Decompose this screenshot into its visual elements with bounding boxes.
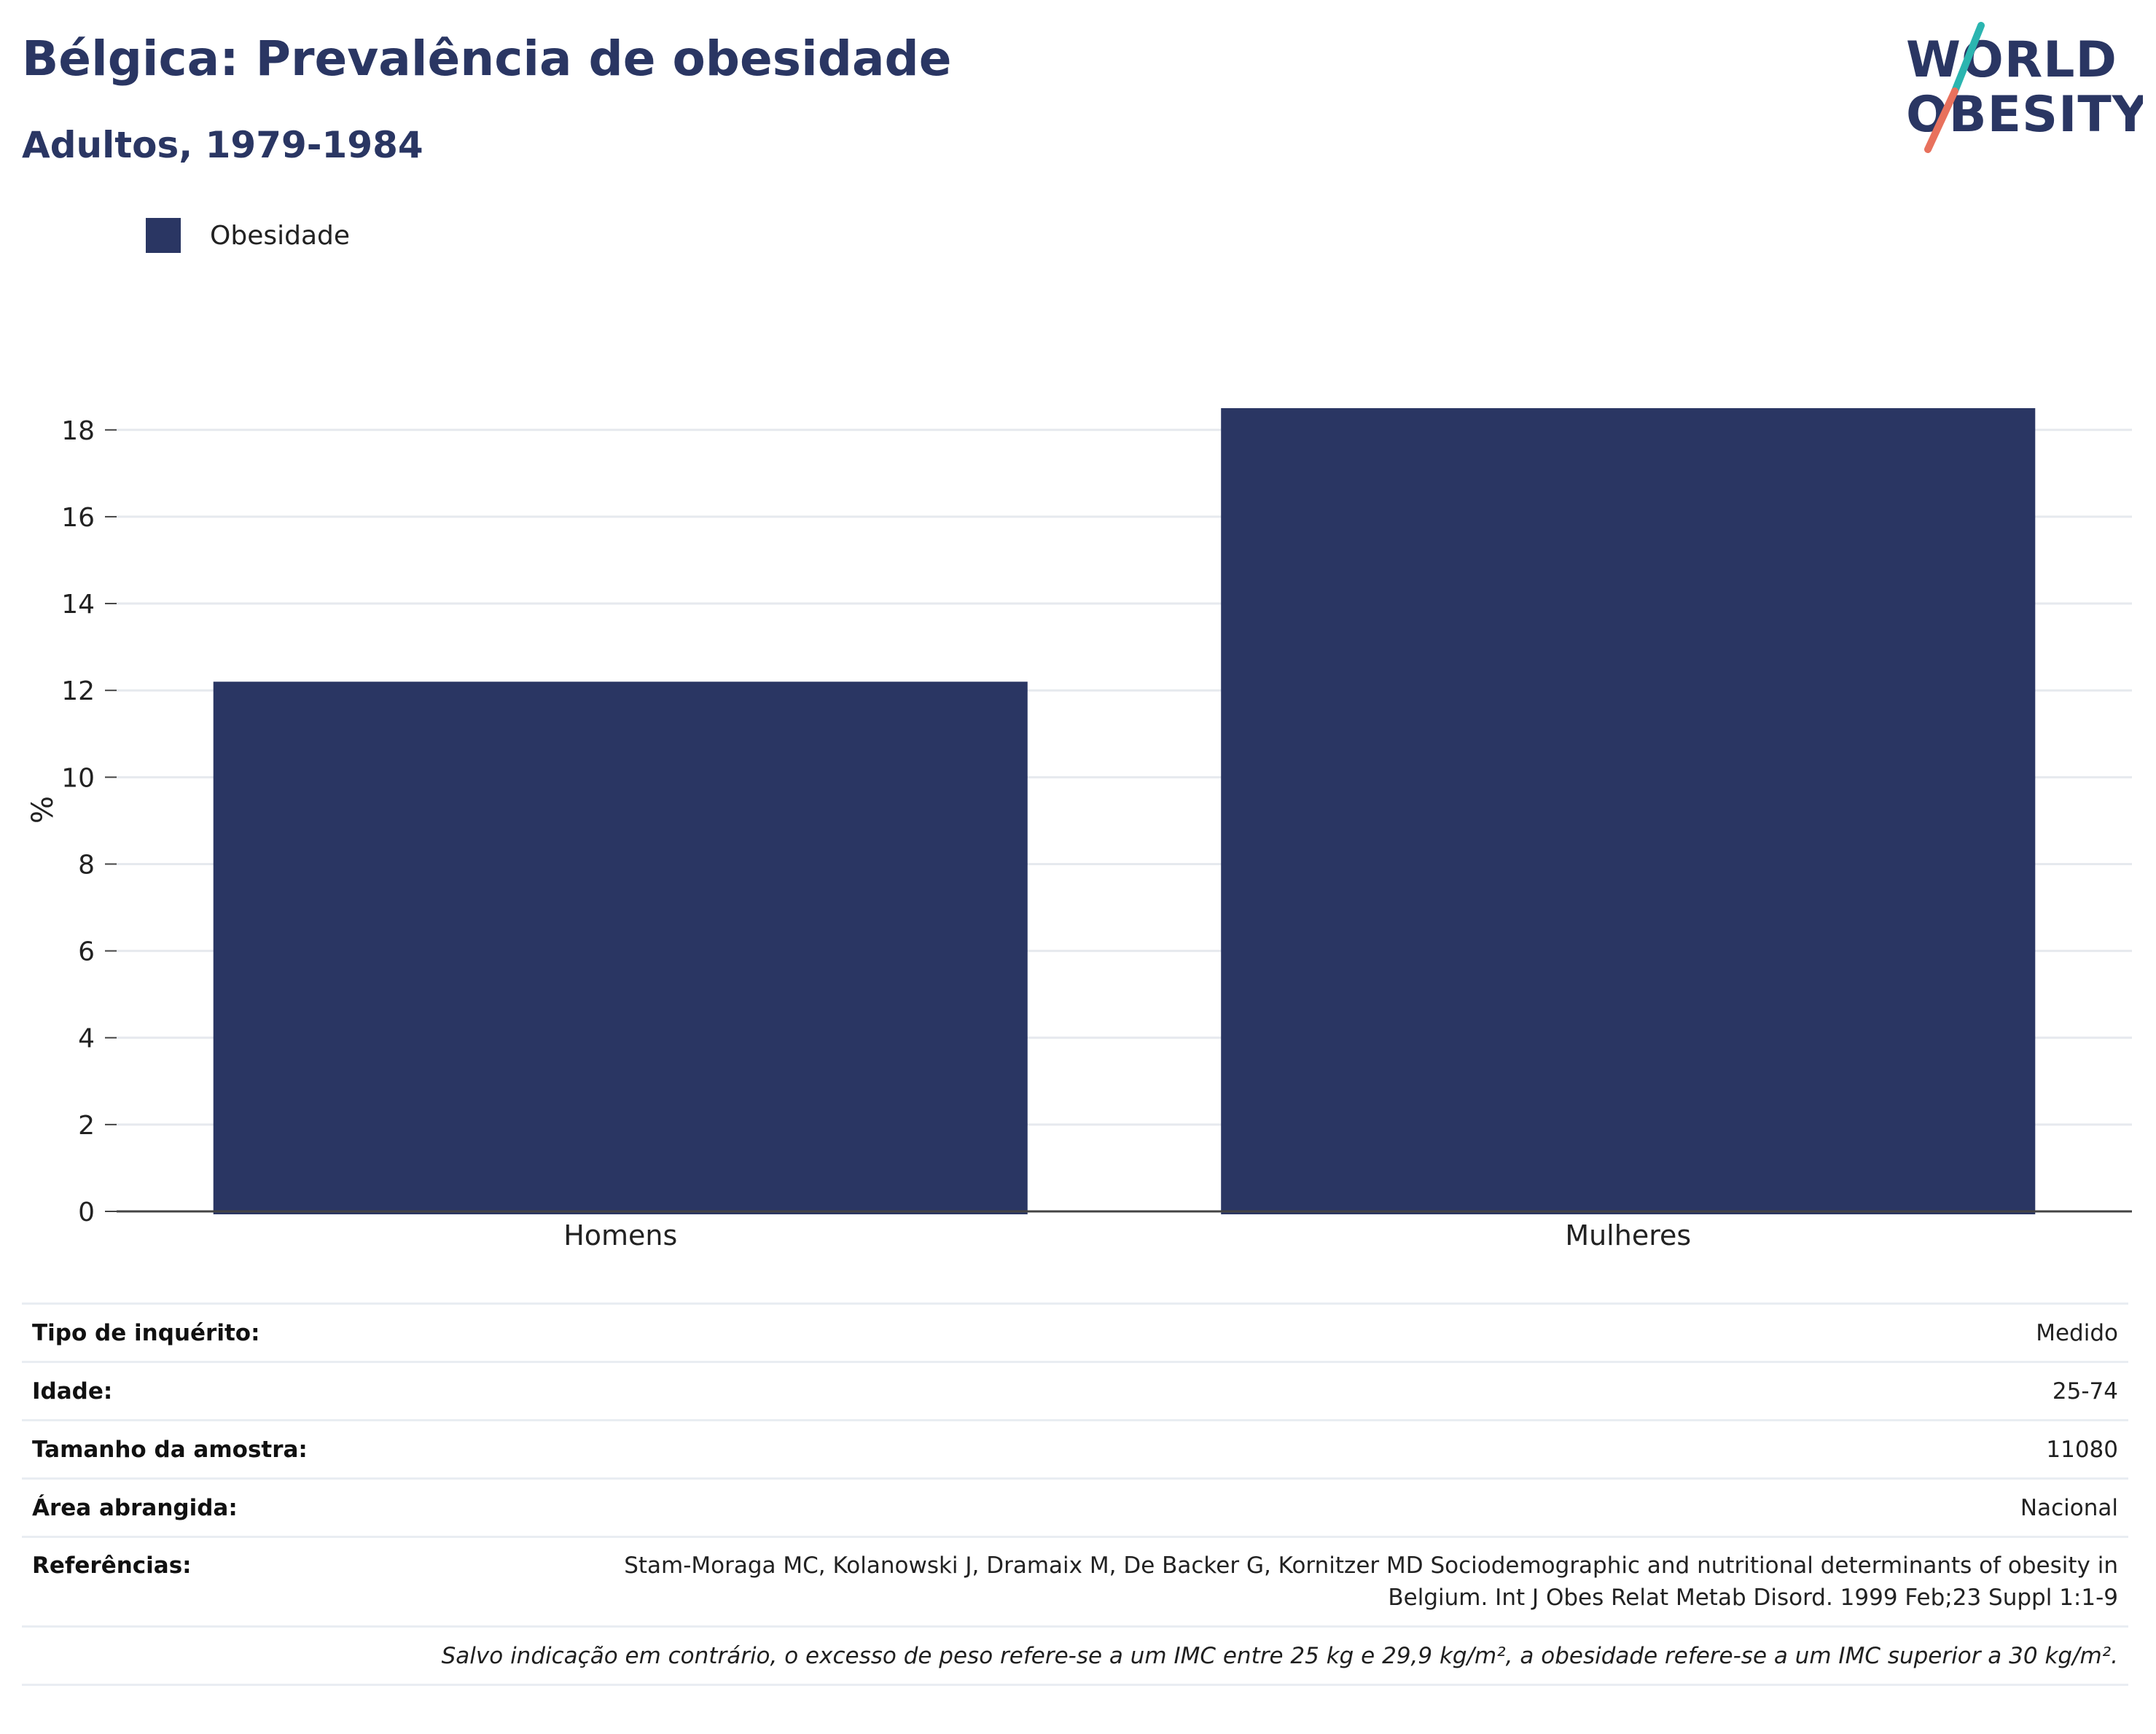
x-tick-label: Mulheres xyxy=(1565,1219,1691,1251)
references-row: Referências: Stam-Moraga MC, Kolanowski … xyxy=(22,1536,2128,1627)
world-obesity-logo: WORLD OBESITY xyxy=(1906,22,2143,153)
references-line-2: Belgium. Int J Obes Relat Metab Disord. … xyxy=(1388,1585,2118,1611)
row-value: Nacional xyxy=(552,1477,2128,1537)
row-key: Área abrangida: xyxy=(22,1477,552,1537)
row-value: 25-74 xyxy=(552,1361,2128,1421)
references-line-1: Stam-Moraga MC, Kolanowski J, Dramaix M,… xyxy=(624,1553,2118,1579)
survey-info-table: Tipo de inquérito: Medido Idade: 25-74 T… xyxy=(22,1303,2128,1686)
y-tick-label: 16 xyxy=(61,503,95,533)
table-row: Área abrangida: Nacional xyxy=(22,1477,2128,1537)
page-title: Bélgica: Prevalência de obesidade xyxy=(22,31,952,87)
row-key: Idade: xyxy=(22,1361,552,1421)
references-label: Referências: xyxy=(22,1536,552,1627)
y-tick-label: 2 xyxy=(78,1111,95,1141)
references-value: Stam-Moraga MC, Kolanowski J, Dramaix M,… xyxy=(552,1536,2128,1627)
page-subtitle: Adultos, 1979-1984 xyxy=(22,124,423,166)
bar-homens xyxy=(213,682,1028,1214)
note-row: Salvo indicação em contrário, o excesso … xyxy=(22,1625,2128,1686)
row-key: Tipo de inquérito: xyxy=(22,1303,552,1362)
logo-text-line1: WORLD xyxy=(1906,31,2117,89)
y-tick-label: 6 xyxy=(78,937,95,967)
x-tick-label: Homens xyxy=(563,1219,677,1251)
table-row: Tipo de inquérito: Medido xyxy=(22,1303,2128,1362)
legend-label: Obesidade xyxy=(210,220,351,251)
row-value: Medido xyxy=(552,1303,2128,1362)
y-tick-label: 14 xyxy=(61,590,95,620)
y-tick-label: 4 xyxy=(78,1024,95,1054)
y-tick-label: 0 xyxy=(78,1198,95,1227)
table-row: Tamanho da amostra: 11080 xyxy=(22,1419,2128,1479)
row-value: 11080 xyxy=(552,1419,2128,1479)
y-tick-label: 8 xyxy=(78,850,95,880)
logo-slash-top xyxy=(1951,22,1985,95)
y-axis-title: % xyxy=(26,796,60,824)
logo-slash-bottom xyxy=(1924,87,1958,153)
y-tick-label: 12 xyxy=(61,676,95,706)
y-tick-label: 18 xyxy=(61,416,95,446)
definition-note: Salvo indicação em contrário, o excesso … xyxy=(22,1625,2128,1686)
table-row: Idade: 25-74 xyxy=(22,1361,2128,1421)
bar-mulheres xyxy=(1221,408,2036,1214)
y-tick-label: 10 xyxy=(61,763,95,793)
row-key: Tamanho da amostra: xyxy=(22,1419,552,1479)
bar-chart: 0 2 4 6 8 10 12 14 16 18% Homens Mulheres xyxy=(26,408,2132,1251)
legend: Obesidade xyxy=(146,217,350,254)
legend-swatch xyxy=(146,218,181,253)
